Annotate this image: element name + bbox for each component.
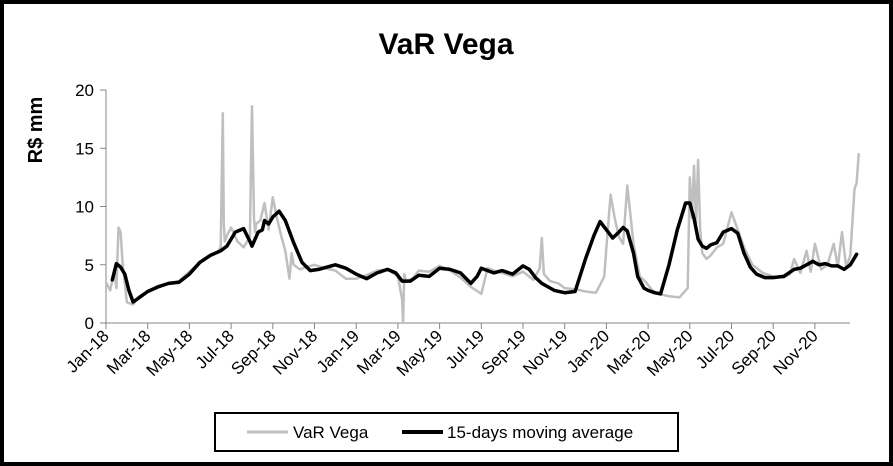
legend-label-var-vega: VaR Vega <box>293 423 369 442</box>
x-tick-label: May-20 <box>643 326 697 380</box>
x-tick-label: Sep-18 <box>227 326 279 378</box>
y-tick-label: 20 <box>75 81 94 100</box>
legend-box <box>214 412 679 452</box>
x-tick-label: Nov-20 <box>770 326 822 378</box>
y-tick-label: 15 <box>75 139 94 158</box>
y-tick-label: 0 <box>85 314 94 333</box>
y-tick-label: 5 <box>85 256 94 275</box>
x-tick-label: Nov-18 <box>269 326 321 378</box>
x-tick-label: Jan-20 <box>563 326 613 376</box>
x-tick-label: Nov-19 <box>519 326 571 378</box>
series-line-moving-average <box>110 201 859 304</box>
x-tick-label: May-19 <box>393 326 447 380</box>
y-axis-label: R$ mm <box>25 97 47 164</box>
x-tick-label: Jan-18 <box>63 326 113 376</box>
x-tick-label: Sep-19 <box>478 326 530 378</box>
legend-label-moving-average: 15-days moving average <box>447 423 633 442</box>
x-tick-label: Jan-19 <box>313 326 363 376</box>
legend: VaR Vega 15-days moving average <box>214 412 679 452</box>
y-tick-label: 10 <box>75 198 94 217</box>
x-tick-label: May-18 <box>143 326 197 380</box>
chart-title: VaR Vega <box>378 28 513 61</box>
series-line-var-vega <box>104 105 860 325</box>
x-tick-label: Sep-20 <box>728 326 780 378</box>
